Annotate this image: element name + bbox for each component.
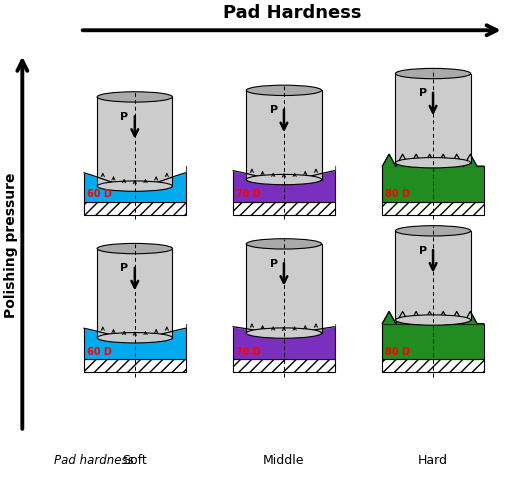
Bar xyxy=(382,202,484,216)
Text: Hard: Hard xyxy=(418,453,448,466)
Ellipse shape xyxy=(396,158,471,168)
Ellipse shape xyxy=(246,239,321,250)
Polygon shape xyxy=(382,312,484,324)
Ellipse shape xyxy=(97,93,173,103)
Bar xyxy=(396,231,471,320)
Ellipse shape xyxy=(97,333,173,343)
Text: P: P xyxy=(419,245,427,255)
Bar xyxy=(233,202,335,216)
Text: 80 D: 80 D xyxy=(385,189,410,199)
Bar xyxy=(382,324,484,359)
Bar xyxy=(84,359,186,372)
Bar xyxy=(233,324,335,359)
Bar xyxy=(233,167,335,202)
Ellipse shape xyxy=(97,181,173,192)
Bar xyxy=(84,202,186,216)
Polygon shape xyxy=(233,158,335,180)
Bar xyxy=(246,244,321,334)
Polygon shape xyxy=(84,314,186,338)
Text: 60 D: 60 D xyxy=(87,346,112,356)
Ellipse shape xyxy=(396,69,471,80)
Text: 60 D: 60 D xyxy=(87,189,112,199)
Text: P: P xyxy=(269,258,278,268)
Text: 80 D: 80 D xyxy=(385,346,410,356)
Text: Pad hardness:: Pad hardness: xyxy=(54,453,137,466)
Text: Polishing pressure: Polishing pressure xyxy=(4,172,18,317)
Bar xyxy=(84,324,186,359)
Ellipse shape xyxy=(246,175,321,185)
Bar xyxy=(396,74,471,163)
Text: Soft: Soft xyxy=(123,453,147,466)
Bar xyxy=(246,91,321,180)
Bar xyxy=(382,359,484,372)
Text: P: P xyxy=(269,105,278,115)
Ellipse shape xyxy=(97,244,173,254)
Bar xyxy=(233,359,335,372)
Text: P: P xyxy=(419,88,427,98)
Ellipse shape xyxy=(246,328,321,338)
Polygon shape xyxy=(233,314,335,334)
Bar xyxy=(84,167,186,202)
Text: P: P xyxy=(120,111,128,121)
Polygon shape xyxy=(382,155,484,167)
Text: 70 D: 70 D xyxy=(236,189,261,199)
Ellipse shape xyxy=(396,226,471,237)
Polygon shape xyxy=(84,158,186,187)
Text: 70 D: 70 D xyxy=(236,346,261,356)
Bar xyxy=(97,98,173,187)
Text: Middle: Middle xyxy=(263,453,305,466)
Ellipse shape xyxy=(246,86,321,96)
Bar xyxy=(382,167,484,202)
Text: P: P xyxy=(120,263,128,273)
Bar xyxy=(97,249,173,338)
Text: Pad Hardness: Pad Hardness xyxy=(222,4,361,22)
Ellipse shape xyxy=(396,315,471,325)
